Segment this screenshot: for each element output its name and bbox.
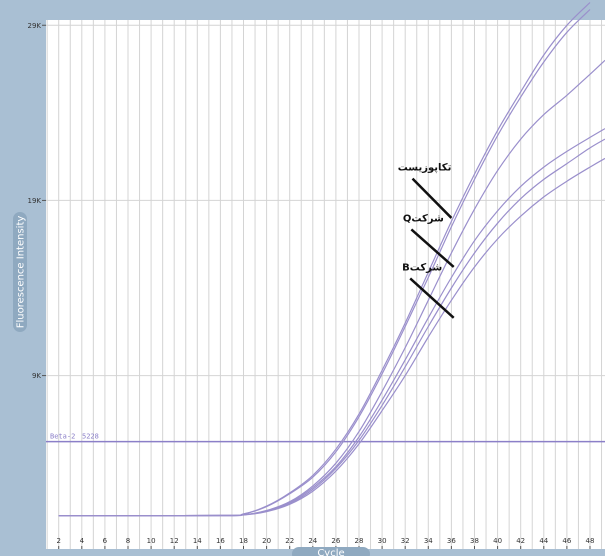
x-tick-label: 18 (239, 537, 248, 545)
annotation-pointer (411, 177, 453, 219)
y-axis-title: Fluorescence Intensity (13, 212, 27, 332)
x-tick-label: 24 (308, 537, 317, 545)
x-tick-label: 46 (562, 537, 571, 545)
grid (46, 20, 605, 549)
x-tick-label: 32 (401, 537, 410, 545)
x-tick-label: 38 (470, 537, 479, 545)
x-tick-label: 42 (516, 537, 525, 545)
x-tick-label: 2 (56, 537, 60, 545)
x-tick-label: 28 (355, 537, 364, 545)
y-tick-label: 19K (28, 197, 42, 205)
x-tick-label: 10 (147, 537, 156, 545)
x-tick-label: 40 (493, 537, 502, 545)
x-tick-label: 20 (262, 537, 271, 545)
threshold-name: Beta-2 (50, 433, 75, 441)
x-tick-label: 22 (285, 537, 294, 545)
annotations: تکاپوزیست شرکتQ شرکتB (398, 163, 455, 319)
annotation-pointer (409, 277, 455, 319)
x-tick-label: 26 (331, 537, 340, 545)
x-axis-label: Cycle (317, 548, 344, 556)
x-tick-label: 16 (216, 537, 225, 545)
x-tick-label: 44 (539, 537, 548, 545)
y-axis-title-pill (13, 212, 27, 332)
annotation-label: شرکتQ (403, 213, 444, 224)
annotation-label: شرکتB (402, 262, 442, 273)
x-axis-title-pill (292, 547, 370, 556)
amplification-curve (58, 9, 591, 517)
annotation-label: تکاپوزیست (398, 163, 452, 174)
x-tick-label: 30 (378, 537, 387, 545)
y-tick-label: 29K (28, 22, 42, 30)
x-tick-label: 12 (170, 537, 179, 545)
annotation-pointer (410, 228, 455, 268)
x-axis-title: Cycle (292, 547, 370, 556)
threshold: Beta-2 5228 (46, 433, 605, 443)
x-tick-label: 48 (586, 537, 595, 545)
x-tick-label: 14 (193, 537, 202, 545)
y-axis-label: Fluorescence Intensity (16, 216, 27, 329)
x-tick-label: 6 (103, 537, 108, 545)
y-tick-label: 9K (32, 372, 41, 380)
threshold-value: 5228 (82, 433, 99, 441)
amplification-curve (58, 157, 605, 517)
x-tick-label: 8 (126, 537, 130, 545)
x-tick-label: 4 (80, 537, 85, 545)
x-tick-label: 34 (424, 537, 433, 545)
series (58, 2, 605, 517)
x-tick-label: 36 (447, 537, 456, 545)
